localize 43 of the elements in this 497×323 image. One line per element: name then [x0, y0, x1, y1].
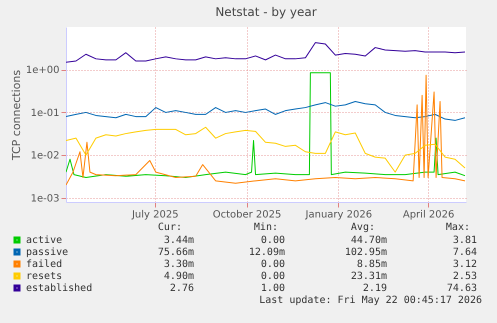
text: 2.76: [170, 283, 194, 294]
text: 8.85m: [356, 259, 387, 270]
legend-label: failed: [26, 259, 62, 270]
text: 3.44m: [164, 235, 194, 246]
y-tick-label: 1e-02: [30, 150, 60, 162]
text: 0.00: [260, 271, 285, 282]
text: 0.00: [260, 235, 285, 246]
text: 2.19: [362, 283, 387, 294]
y-tick-label: 1e-01: [30, 108, 60, 119]
text: 3.30m: [164, 259, 194, 270]
line-series: [66, 126, 466, 173]
legend-label: passive: [26, 247, 68, 258]
x-tick-label: January 2026: [304, 210, 372, 220]
y-tick-label: 1e+00: [26, 65, 60, 76]
line-series: [66, 42, 466, 63]
text: 12.09m: [248, 247, 285, 258]
line-series: [66, 101, 466, 121]
text: 74.63: [446, 283, 477, 294]
y-axis-title: TCP connections: [10, 70, 23, 162]
text: 7.64: [452, 247, 477, 258]
text: 1.00: [260, 283, 285, 294]
x-tick-label: October 2025: [212, 210, 282, 220]
text: 3.12: [452, 259, 477, 270]
text: 75.66m: [158, 247, 194, 258]
text: 44.70m: [350, 235, 387, 246]
text: 23.31m: [350, 271, 387, 282]
text: Min:: [254, 222, 278, 233]
text: 3.81: [452, 235, 477, 246]
text: Last update: Fri May 22 00:45:17 2026: [259, 295, 482, 306]
legend-label: resets: [26, 271, 62, 282]
text: Max:: [446, 222, 470, 233]
text: 102.95m: [344, 247, 387, 258]
text: Avg:: [350, 222, 375, 233]
legend-label: active: [26, 235, 62, 246]
x-tick-label: July 2025: [130, 210, 179, 220]
text: 4.90m: [164, 271, 194, 282]
text: 0.00: [260, 259, 285, 270]
text: 2.53: [452, 271, 477, 282]
y-tick-label: 1e-03: [30, 193, 60, 204]
chart-title: Netstat - by year: [215, 5, 317, 19]
legend-label: established: [26, 283, 92, 294]
text: Cur:: [158, 222, 182, 233]
x-tick-label: April 2026: [402, 210, 454, 220]
